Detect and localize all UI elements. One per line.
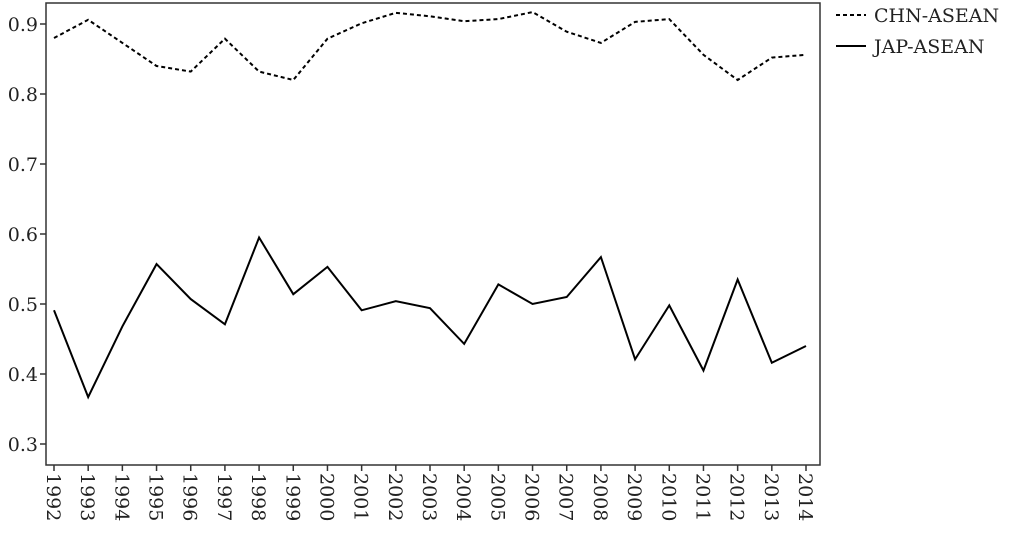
y-tick-label: 0.6	[8, 224, 38, 246]
x-tick-label: 2013	[760, 473, 782, 521]
x-tick-label: 2014	[794, 473, 816, 521]
y-tick-label: 0.9	[8, 14, 38, 36]
x-tick-label: 2005	[486, 473, 508, 521]
x-tick-label: 2002	[384, 473, 406, 521]
x-tick-label: 2012	[726, 473, 748, 521]
x-tick-label: 2004	[452, 473, 474, 521]
x-tick-label: 2007	[555, 473, 577, 521]
y-tick-label: 0.8	[8, 84, 38, 106]
x-tick-label: 1992	[42, 473, 64, 521]
x-tick-label: 2009	[623, 473, 645, 521]
x-tick-label: 2011	[691, 473, 713, 521]
x-tick-label: 1998	[247, 473, 269, 521]
x-tick-label: 1993	[76, 473, 98, 521]
x-tick-label: 1996	[179, 473, 201, 521]
series-line	[53, 11, 807, 82]
x-tick-label: 2001	[350, 473, 372, 521]
legend-label: JAP-ASEAN	[872, 36, 984, 58]
x-tick-label: 1999	[281, 473, 303, 521]
y-tick-label: 0.4	[8, 364, 38, 386]
series-line	[53, 235, 807, 400]
legend-label: CHN-ASEAN	[874, 5, 999, 27]
x-tick-label: 2006	[521, 473, 543, 521]
x-tick-label: 2003	[418, 473, 440, 521]
x-tick-label: 2008	[589, 473, 611, 521]
x-tick-label: 2010	[657, 473, 679, 521]
y-tick-label: 0.3	[8, 434, 38, 456]
x-tick-label: 2000	[315, 473, 337, 521]
y-tick-label: 0.5	[8, 294, 38, 316]
plot-frame	[45, 2, 821, 466]
x-tick-label: 1994	[110, 473, 132, 521]
x-tick-label: 1997	[213, 473, 235, 521]
x-tick-label: 1995	[145, 473, 167, 521]
y-tick-label: 0.7	[8, 154, 38, 176]
